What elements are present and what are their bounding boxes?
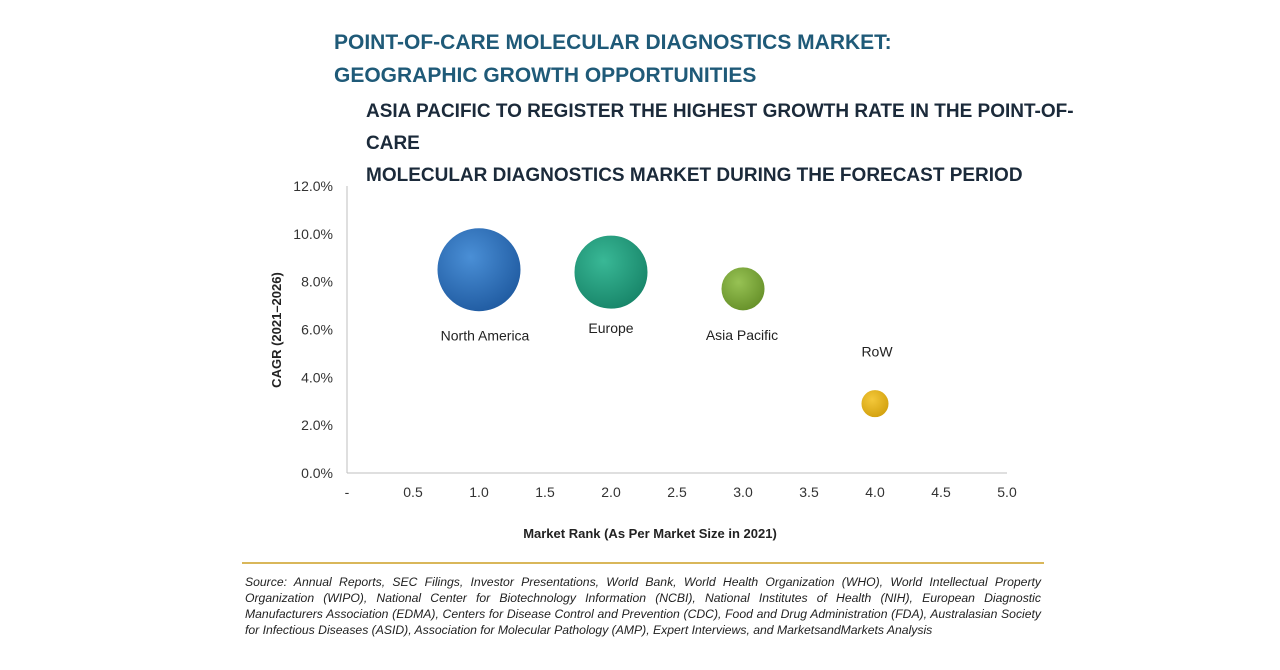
x-tick-label: 4.5 — [931, 484, 951, 500]
x-tick-label: 2.0 — [601, 484, 621, 500]
bubble-asia-pacific — [720, 266, 766, 312]
bubble-row — [860, 389, 890, 419]
x-tick-label: 3.0 — [733, 484, 753, 500]
chart-title-line1: POINT-OF-CARE MOLECULAR DIAGNOSTICS MARK… — [334, 31, 892, 54]
chart-subtitle-line1: ASIA PACIFIC TO REGISTER THE HIGHEST GRO… — [366, 101, 1074, 154]
bubble-chart: 0.0% 2.0% 4.0% 6.0% 8.0% 10.0% 12.0% - 0.5 1.0 1.… — [269, 178, 1017, 541]
x-tick-label: 0.5 — [403, 484, 423, 500]
y-tick-label: 4.0% — [301, 369, 333, 385]
divider — [242, 562, 1044, 564]
bubble-label: RoW — [861, 344, 893, 360]
source-note: Source: Annual Reports, SEC Filings, Inv… — [245, 575, 1041, 637]
x-tick-label: - — [345, 484, 350, 500]
y-tick-label: 6.0% — [301, 322, 333, 338]
bubble-label: North America — [441, 328, 530, 344]
chart-subtitle-line2: MOLECULAR DIAGNOSTICS MARKET DURING THE … — [366, 165, 1023, 186]
chart-title: POINT-OF-CARE MOLECULAR DIAGNOSTICS MARK… — [334, 26, 1034, 92]
x-tick-label: 3.5 — [799, 484, 819, 500]
x-axis-label: Market Rank (As Per Market Size in 2021) — [523, 526, 777, 541]
x-tick-label: 5.0 — [997, 484, 1017, 500]
x-tick-label: 1.5 — [535, 484, 555, 500]
x-tick-label: 1.0 — [469, 484, 489, 500]
y-tick-label: 0.0% — [301, 465, 333, 481]
y-tick-label: 8.0% — [301, 274, 333, 290]
x-tick-label: 2.5 — [667, 484, 687, 500]
bubble-north-america — [436, 227, 522, 313]
x-tick-label: 4.0 — [865, 484, 885, 500]
bubble-label: Europe — [588, 320, 633, 336]
chart-title-line2: GEOGRAPHIC GROWTH OPPORTUNITIES — [334, 64, 757, 87]
y-tick-label: 2.0% — [301, 417, 333, 433]
y-tick-label: 10.0% — [293, 226, 333, 242]
bubble-europe — [573, 234, 649, 310]
y-tick-label: 12.0% — [293, 178, 333, 194]
chart-subtitle: ASIA PACIFIC TO REGISTER THE HIGHEST GRO… — [366, 96, 1086, 192]
y-axis-label: CAGR (2021–2026) — [269, 272, 284, 388]
bubble-label: Asia Pacific — [706, 327, 778, 343]
